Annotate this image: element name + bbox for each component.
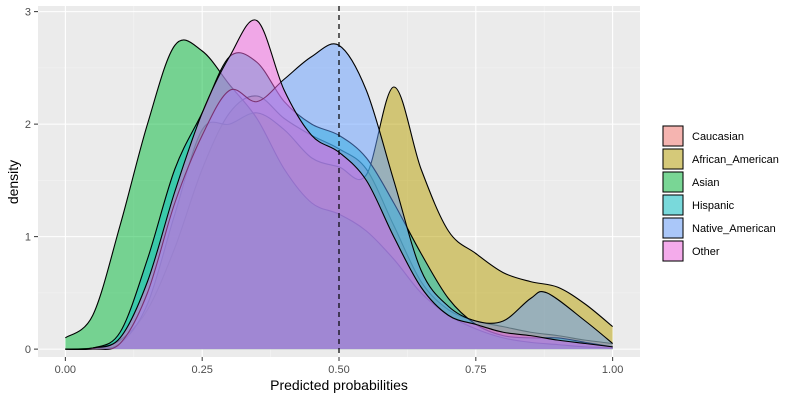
legend-label-african-american: African_American [692,154,779,166]
legend-key-other [662,240,684,262]
legend-label-native-american: Native_American [692,223,776,235]
x-tick-label: 0.50 [328,364,349,376]
x-axis: 0.00 0.25 0.50 0.75 1.00 [55,357,623,376]
y-tick-label: 3 [25,7,31,19]
x-tick-label: 0.00 [55,364,76,376]
legend-key-hispanic [662,194,684,216]
legend-key-african-american [662,148,684,170]
y-axis: 0 1 2 3 [25,7,38,356]
legend-key-caucasian [662,125,684,147]
legend-label-asian: Asian [692,177,720,189]
density-outline-other [65,19,613,350]
legend-key-native-american [662,217,684,239]
legend: Caucasian African_American Asian Hispanic Na… [662,125,779,262]
y-axis-title: density [5,160,21,204]
x-tick-label: 0.75 [465,364,486,376]
x-tick-label: 1.00 [602,364,623,376]
x-axis-title: Predicted probabilities [270,377,408,393]
legend-label-caucasian: Caucasian [692,131,744,143]
x-tick-label: 0.25 [191,364,212,376]
y-tick-label: 0 [25,344,31,356]
y-tick-label: 2 [25,119,31,131]
y-tick-label: 1 [25,232,31,244]
density-area-other [65,19,613,350]
legend-key-asian [662,171,684,193]
legend-label-hispanic: Hispanic [692,200,735,212]
legend-label-other: Other [692,246,720,258]
